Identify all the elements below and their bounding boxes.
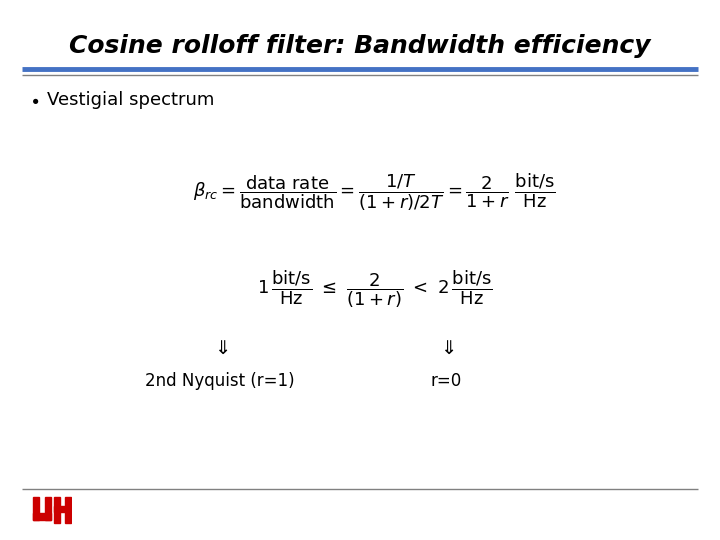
Text: Vestigial spectrum: Vestigial spectrum [47,91,214,109]
Text: 2nd Nyquist (r=1): 2nd Nyquist (r=1) [145,372,294,390]
Bar [54,497,60,523]
Text: $\bullet$: $\bullet$ [29,91,39,109]
Text: $\beta_{rc} = \dfrac{\mathrm{data\ rate}}{\mathrm{bandwidth}} = \dfrac{1/T}{(1+r: $\beta_{rc} = \dfrac{\mathrm{data\ rate}… [193,171,556,213]
Bar [54,507,71,512]
Text: $\Downarrow$: $\Downarrow$ [210,339,229,358]
Bar [65,497,71,523]
Bar [45,497,50,521]
Bar [33,497,39,521]
Text: r=0: r=0 [431,372,462,390]
Text: Cosine rolloff filter: Bandwidth efficiency: Cosine rolloff filter: Bandwidth efficie… [69,34,651,58]
Text: $1\,\dfrac{\mathrm{bit/s}}{\mathrm{Hz}}\ \leq\ \dfrac{2}{(1+r)}\ <\ 2\,\dfrac{\m: $1\,\dfrac{\mathrm{bit/s}}{\mathrm{Hz}}\… [256,268,492,310]
Text: $\Downarrow$: $\Downarrow$ [437,339,456,358]
Bar [33,513,50,521]
